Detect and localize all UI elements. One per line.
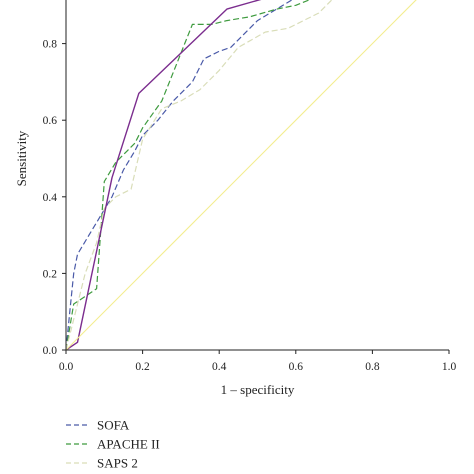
axes-layer: 0.0 0.2 0.4 0.6 0.8 1.0 0.0 0.2 0.4 0.6 0.8 bbox=[43, 0, 457, 373]
x-tick-label: 0.2 bbox=[135, 361, 150, 373]
legend: SOFA APACHE II SAPS 2 bbox=[66, 418, 160, 471]
y-tick-label: 0.6 bbox=[43, 115, 58, 127]
y-tick-label: 0.8 bbox=[43, 39, 58, 51]
y-tick-label: 0.2 bbox=[43, 268, 58, 280]
x-ticks: 0.0 0.2 0.4 0.6 0.8 1.0 bbox=[59, 350, 457, 373]
series-line-unnamed-3 bbox=[66, 0, 262, 350]
x-tick-label: 0.6 bbox=[289, 361, 304, 373]
series-line-apache-ii bbox=[66, 0, 311, 350]
plot-area bbox=[66, 0, 417, 350]
series-line-unnamed-4 bbox=[66, 0, 417, 350]
x-tick-label: 0.8 bbox=[365, 361, 380, 373]
series-line-saps-2 bbox=[66, 0, 333, 350]
x-tick-label: 0.4 bbox=[212, 361, 227, 373]
x-axis-label: 1 – specificity bbox=[221, 382, 295, 397]
x-tick-label: 0.0 bbox=[59, 361, 74, 373]
legend-label: SOFA bbox=[97, 418, 130, 433]
y-tick-label: 0.0 bbox=[43, 345, 58, 357]
x-tick-label: 1.0 bbox=[442, 361, 457, 373]
legend-label: APACHE II bbox=[97, 437, 160, 452]
legend-label: SAPS 2 bbox=[97, 456, 138, 471]
y-axis-label: Sensitivity bbox=[14, 130, 29, 186]
y-tick-label: 0.4 bbox=[43, 192, 58, 204]
series-line-sofa bbox=[66, 0, 293, 350]
series-layer bbox=[66, 0, 417, 350]
y-ticks: 0.0 0.2 0.4 0.6 0.8 bbox=[43, 39, 66, 357]
